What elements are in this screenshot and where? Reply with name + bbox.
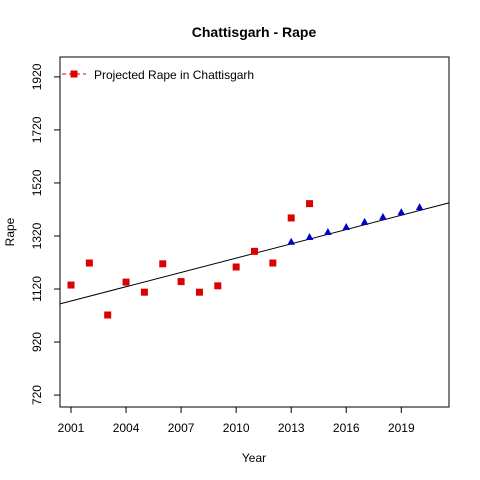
x-axis: 2001 2004 2007 2010 2013 2016 2019 — [58, 407, 415, 435]
y-axis-label: Rape — [3, 217, 17, 246]
data-point — [140, 288, 148, 296]
projected-point — [415, 203, 424, 211]
x-tick-label: 2007 — [168, 421, 195, 435]
x-axis-label: Year — [242, 451, 266, 465]
data-point — [67, 281, 75, 289]
legend: Projected Rape in Chattisgarh — [62, 68, 254, 82]
x-tick-label: 2010 — [223, 421, 250, 435]
data-point — [195, 288, 203, 296]
data-point — [214, 282, 222, 290]
data-point — [85, 259, 93, 267]
y-tick-label: 920 — [30, 332, 44, 352]
y-tick-label: 1920 — [30, 63, 44, 90]
y-tick-label: 1720 — [30, 116, 44, 143]
x-tick-label: 2019 — [388, 421, 415, 435]
y-axis: 720 920 1120 1320 1520 1720 1920 — [30, 63, 60, 405]
y-tick-label: 720 — [30, 385, 44, 405]
projected-point — [360, 217, 369, 225]
data-point — [287, 214, 295, 222]
projected-point — [397, 208, 406, 216]
y-tick-label: 1320 — [30, 222, 44, 249]
x-tick-label: 2016 — [333, 421, 360, 435]
legend-marker — [70, 70, 78, 78]
data-point — [232, 263, 240, 271]
plot-frame — [59, 56, 450, 408]
x-tick-label: 2013 — [278, 421, 305, 435]
data-point — [177, 278, 185, 286]
data-point — [122, 278, 130, 286]
data-point — [104, 311, 112, 319]
projected-point — [287, 237, 295, 245]
x-tick-label: 2004 — [113, 421, 140, 435]
data-point — [159, 260, 167, 268]
y-tick-label: 1120 — [30, 276, 44, 302]
data-point — [306, 200, 314, 208]
projected-point — [324, 228, 332, 235]
y-tick-label: 1520 — [30, 169, 44, 196]
projected-point — [305, 233, 314, 241]
data-points — [67, 200, 424, 319]
projected-point — [342, 222, 351, 230]
data-point — [251, 247, 258, 255]
chart-title: Chattisgarh - Rape — [192, 24, 317, 40]
x-tick-label: 2001 — [58, 421, 85, 435]
projected-point — [379, 212, 387, 220]
legend-label: Projected Rape in Chattisgarh — [94, 68, 254, 82]
data-point — [269, 259, 277, 267]
